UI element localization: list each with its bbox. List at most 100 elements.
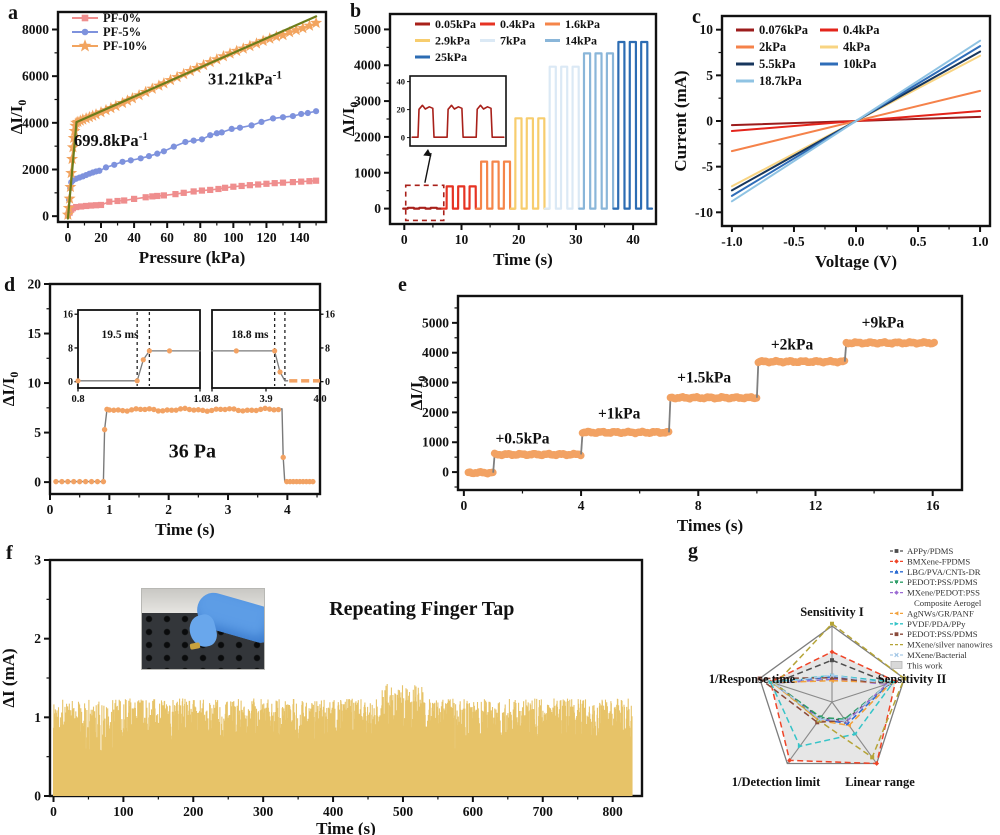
svg-text:0: 0: [442, 465, 449, 480]
svg-text:3000: 3000: [422, 375, 449, 390]
svg-text:0.0: 0.0: [848, 234, 865, 249]
svg-text:PVDF/PDA/PPy: PVDF/PDA/PPy: [907, 619, 966, 629]
svg-text:0: 0: [50, 804, 57, 819]
svg-text:0: 0: [401, 133, 405, 143]
svg-text:-10: -10: [695, 205, 713, 220]
svg-text:25kPa: 25kPa: [435, 50, 467, 64]
svg-text:4: 4: [284, 502, 291, 517]
svg-text:Current (mA): Current (mA): [671, 70, 690, 171]
svg-text:10: 10: [28, 376, 42, 391]
svg-text:600: 600: [463, 804, 484, 819]
svg-text:0: 0: [325, 377, 330, 388]
svg-text:100: 100: [113, 804, 134, 819]
svg-text:-1.0: -1.0: [721, 234, 743, 249]
panel-c-letter: c: [692, 6, 701, 28]
svg-text:4000: 4000: [22, 115, 49, 130]
svg-text:20: 20: [512, 232, 526, 247]
svg-text:2000: 2000: [422, 405, 449, 420]
panel-d-response-time: d 0 1 2 3 4 0 5 10 15 20 Time (s) ΔI/I0 36 Pa 0.8 1.0 0…: [0, 270, 340, 540]
svg-text:1: 1: [106, 502, 113, 517]
svg-text:40: 40: [397, 77, 406, 87]
svg-text:16: 16: [325, 310, 335, 321]
svg-text:2: 2: [165, 502, 172, 517]
svg-text:20: 20: [397, 105, 406, 115]
svg-text:4000: 4000: [422, 345, 449, 360]
svg-text:3000: 3000: [354, 94, 381, 109]
svg-text:0: 0: [374, 201, 381, 216]
svg-text:+1.5kPa: +1.5kPa: [677, 370, 731, 387]
svg-text:0: 0: [42, 209, 49, 224]
svg-text:20: 20: [28, 277, 42, 292]
svg-text:3: 3: [34, 553, 41, 568]
svg-text:40: 40: [626, 232, 640, 247]
svg-text:Time (s): Time (s): [155, 520, 215, 539]
svg-text:Repeating Finger Tap: Repeating Finger Tap: [329, 598, 514, 620]
svg-text:0: 0: [47, 502, 54, 517]
panel-g-chart: Sensitivity I Sensitivity II Linear range 1…: [709, 546, 993, 789]
svg-text:Linear range: Linear range: [845, 775, 915, 789]
svg-text:10: 10: [455, 232, 469, 247]
svg-text:1.0: 1.0: [193, 394, 206, 405]
svg-text:1.0: 1.0: [972, 234, 989, 249]
panel-g-radar-comparison: g Sensitivity I Sensitivity II Linear rang…: [660, 540, 1000, 835]
svg-text:PF-10%: PF-10%: [103, 39, 147, 53]
svg-text:0.8: 0.8: [71, 394, 84, 405]
svg-text:BMXene-FPDMS: BMXene-FPDMS: [907, 556, 970, 566]
svg-text:PF-0%: PF-0%: [103, 11, 141, 25]
svg-text:ΔI/I0: ΔI/I0: [7, 100, 29, 135]
svg-text:0.4kPa: 0.4kPa: [843, 23, 880, 37]
svg-text:ΔI/I0: ΔI/I0: [340, 102, 361, 137]
panel-e-letter: e: [398, 274, 407, 296]
svg-text:80: 80: [194, 230, 208, 245]
panel-e-step-loading: e 0 4 8 12 16 0 1000 2000 3000 4000 5000 Times (s) Δ…: [340, 270, 1000, 540]
svg-text:18.8 ms: 18.8 ms: [231, 329, 269, 341]
svg-text:4000: 4000: [354, 58, 381, 73]
svg-text:LBG/PVA/CNTs-DR: LBG/PVA/CNTs-DR: [907, 567, 981, 577]
svg-text:Time (s): Time (s): [493, 250, 553, 269]
svg-text:ΔI (mA): ΔI (mA): [0, 648, 18, 707]
svg-text:300: 300: [253, 804, 274, 819]
panel-e-chart: 0 4 8 12 16 0 1000 2000 3000 4000 5000 Times (s) ΔI/…: [407, 294, 964, 535]
svg-text:PEDOT:PSS/PDMS: PEDOT:PSS/PDMS: [907, 577, 978, 587]
svg-text:0: 0: [706, 114, 713, 129]
svg-text:500: 500: [393, 804, 414, 819]
svg-text:This work: This work: [907, 660, 943, 670]
svg-text:120: 120: [256, 230, 277, 245]
svg-text:5000: 5000: [422, 315, 449, 330]
svg-text:Voltage (V): Voltage (V): [815, 252, 897, 270]
svg-text:800: 800: [603, 804, 624, 819]
svg-text:1.6kPa: 1.6kPa: [565, 17, 600, 31]
svg-text:PEDOT:PSS/PDMS: PEDOT:PSS/PDMS: [907, 629, 978, 639]
panel-f-finger-tap: f 0 100 200 300 400 500 600 700 800 0 1 2 3 Time (s) Δ…: [0, 540, 680, 835]
svg-text:Pressure (kPa): Pressure (kPa): [139, 248, 246, 267]
svg-text:1/Detection limit: 1/Detection limit: [732, 775, 821, 789]
svg-text:Sensitivity II: Sensitivity II: [878, 672, 947, 686]
svg-text:5: 5: [706, 68, 713, 83]
panel-a-letter: a: [8, 2, 18, 24]
svg-text:16: 16: [926, 498, 940, 513]
svg-text:4: 4: [578, 498, 585, 513]
panel-b-chart: 0 10 20 30 40 0 1000 2000 3000 4000 5000 Time (s) ΔI…: [340, 12, 658, 269]
svg-text:0.5: 0.5: [910, 234, 927, 249]
svg-text:-5: -5: [702, 159, 713, 174]
svg-text:60: 60: [160, 230, 174, 245]
svg-text:0.05kPa: 0.05kPa: [435, 17, 476, 31]
svg-text:0.4kPa: 0.4kPa: [500, 17, 535, 31]
svg-text:140: 140: [289, 230, 310, 245]
svg-text:7kPa: 7kPa: [500, 34, 526, 48]
svg-text:0: 0: [401, 232, 408, 247]
svg-text:MXene/Bacterial: MXene/Bacterial: [907, 650, 967, 660]
svg-text:MXene/PEDOT:PSS: MXene/PEDOT:PSS: [907, 588, 980, 598]
svg-text:ΔI/I0: ΔI/I0: [407, 376, 429, 411]
svg-text:-0.5: -0.5: [783, 234, 805, 249]
svg-text:10kPa: 10kPa: [843, 57, 877, 71]
svg-text:699.8kPa-1: 699.8kPa-1: [74, 131, 148, 150]
svg-text:10: 10: [700, 22, 714, 37]
svg-text:100: 100: [223, 230, 244, 245]
svg-text:AgNWs/GR/PANF: AgNWs/GR/PANF: [907, 608, 974, 618]
panel-b-letter: b: [350, 0, 362, 22]
svg-text:1000: 1000: [354, 165, 381, 180]
svg-text:14kPa: 14kPa: [565, 34, 597, 48]
svg-text:1: 1: [34, 710, 41, 725]
